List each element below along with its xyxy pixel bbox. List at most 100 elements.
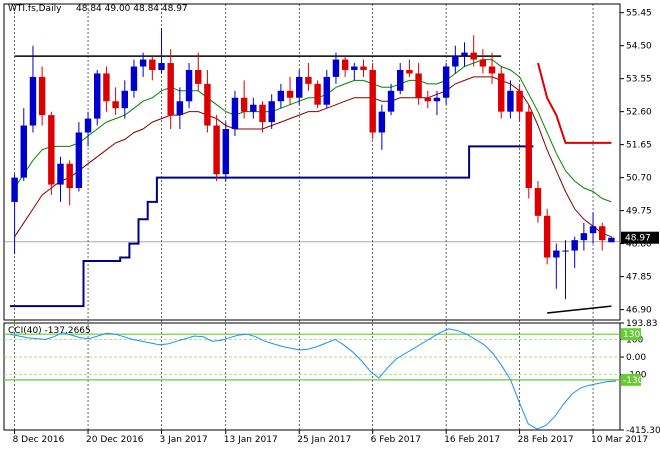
candle-body xyxy=(442,66,450,98)
candle-body xyxy=(250,104,257,112)
candle-body xyxy=(589,226,597,234)
y-tick-label: 52.60 xyxy=(626,108,652,118)
candle-body xyxy=(314,83,321,105)
candle-body xyxy=(185,69,193,102)
candle-body xyxy=(580,233,588,241)
cci-y-tick-label: -415.306 xyxy=(626,426,660,436)
candle-body xyxy=(286,90,294,98)
candle-body xyxy=(415,73,422,98)
candle-body xyxy=(158,63,165,70)
x-tick-label: 10 Mar 2017 xyxy=(591,435,648,445)
candle-body xyxy=(387,90,395,112)
candle-body xyxy=(525,111,532,189)
candle-body xyxy=(176,101,184,116)
candle-body xyxy=(94,73,101,119)
cci-y-tick-label: 100 xyxy=(626,335,643,345)
candle-body xyxy=(103,73,110,102)
candle-body xyxy=(195,69,202,84)
candle-body xyxy=(305,76,312,84)
price-label-box xyxy=(621,231,659,244)
chart-title: WTI.fs,Daily xyxy=(8,4,62,14)
support-line xyxy=(10,145,534,308)
candle-body xyxy=(424,97,431,102)
y-tick-label: 46.90 xyxy=(626,306,652,316)
candle-body xyxy=(57,163,64,185)
candle-body xyxy=(608,237,615,243)
cci-line xyxy=(9,328,617,430)
candle-body xyxy=(553,250,560,258)
candle-body xyxy=(341,59,349,70)
candle-body xyxy=(470,52,477,60)
candle-body xyxy=(130,66,138,91)
y-tick-label: 48.80 xyxy=(626,240,652,250)
candle-body xyxy=(406,69,413,74)
candle-body xyxy=(507,90,514,112)
y-tick-label: 49.75 xyxy=(626,207,652,217)
candle-body xyxy=(378,111,386,133)
candle-body xyxy=(20,125,27,178)
candle-body xyxy=(360,66,367,70)
candle-body xyxy=(84,118,92,133)
candle-body xyxy=(479,59,487,67)
trend-line xyxy=(547,305,612,314)
candle-body xyxy=(433,97,441,102)
x-tick-label: 6 Feb 2017 xyxy=(371,435,421,445)
candle-body xyxy=(139,59,147,67)
candle-body xyxy=(498,73,505,112)
y-tick-label: 50.70 xyxy=(626,174,652,184)
price-pane-frame xyxy=(3,3,621,321)
cci-level-label: 130 xyxy=(623,330,640,340)
x-tick-label: 3 Jan 2017 xyxy=(160,435,208,445)
candle-body xyxy=(11,177,18,202)
candle-body xyxy=(38,76,46,116)
x-tick-label: 25 Jan 2017 xyxy=(297,435,351,445)
x-tick-label: 16 Feb 2017 xyxy=(444,435,500,445)
candle-body xyxy=(323,76,330,105)
candle-body xyxy=(268,101,275,123)
y-tick-label: 47.85 xyxy=(626,273,652,283)
candle-body xyxy=(534,188,542,216)
candle-body xyxy=(213,125,220,175)
cci-level-label: -130 xyxy=(623,376,644,386)
candle-body xyxy=(452,56,459,67)
cci-level-label-box xyxy=(621,373,641,386)
price-label: 48.97 xyxy=(625,234,651,244)
candle-body xyxy=(112,101,119,109)
candle-body xyxy=(277,90,285,102)
candle-body xyxy=(351,66,358,70)
candle-body xyxy=(240,97,248,112)
y-tick-label: 51.65 xyxy=(626,141,652,151)
candle-body xyxy=(397,69,404,91)
candle-body xyxy=(204,83,211,126)
candle-body xyxy=(167,63,174,116)
candle-body xyxy=(543,215,551,258)
candle-body xyxy=(488,66,496,74)
cci-pane-frame xyxy=(3,322,621,431)
candle-body xyxy=(222,129,229,175)
candle-body xyxy=(75,132,83,189)
candle-body xyxy=(461,52,468,57)
candle-body xyxy=(296,76,303,98)
y-tick-label: 53.55 xyxy=(626,75,652,85)
y-tick-label: 55.45 xyxy=(626,9,652,19)
candle-body xyxy=(516,90,523,112)
candle-body xyxy=(259,104,266,123)
ma-fast-line xyxy=(14,59,612,203)
candle-body xyxy=(29,76,37,126)
ohlc-readout: 48.84 49.00 48.84 48.97 xyxy=(76,4,188,14)
x-tick-label: 8 Dec 2016 xyxy=(13,435,65,445)
candle-body xyxy=(149,59,156,70)
candle-body xyxy=(121,90,128,109)
candle-body xyxy=(332,59,340,77)
stop-line xyxy=(537,62,612,144)
candle-body xyxy=(48,115,55,185)
candle-body xyxy=(562,250,569,252)
x-tick-label: 28 Feb 2017 xyxy=(518,435,574,445)
candle-body xyxy=(66,163,73,189)
cci-y-tick-label: 193.83 xyxy=(626,319,658,329)
x-tick-label: 20 Dec 2016 xyxy=(86,435,144,445)
cci-y-tick-label: 0.00 xyxy=(626,353,646,363)
y-tick-label: 54.50 xyxy=(626,42,652,52)
